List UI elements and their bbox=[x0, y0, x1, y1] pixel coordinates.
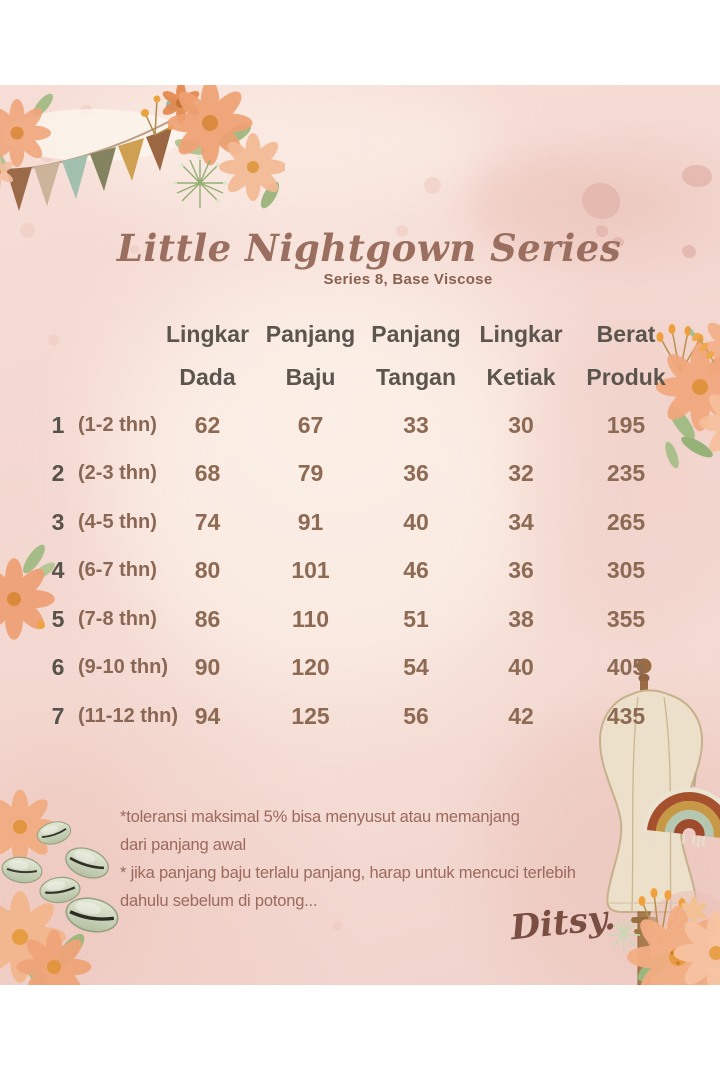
left-flower-icon bbox=[0, 537, 61, 652]
row-number: 5 bbox=[51, 605, 65, 632]
rainbow-icon bbox=[638, 766, 720, 888]
lingkar-dada-value: 68 bbox=[194, 460, 221, 487]
paint-splatter bbox=[682, 245, 696, 258]
panjang-baju-value: 67 bbox=[297, 411, 324, 438]
row-number: 6 bbox=[51, 654, 65, 681]
paint-splatter bbox=[596, 225, 608, 237]
panjang-tangan-value: 46 bbox=[403, 557, 429, 584]
lingkar-ketiak-value: 40 bbox=[508, 654, 534, 681]
polka-dot bbox=[130, 245, 139, 254]
panjang-tangan-value: 40 bbox=[403, 508, 429, 535]
panjang-tangan-value: 56 bbox=[403, 702, 429, 729]
lingkar-ketiak-value: 42 bbox=[508, 702, 534, 729]
lingkar-dada-value: 86 bbox=[194, 605, 221, 632]
panjang-tangan-value: 36 bbox=[403, 460, 429, 487]
row-number: 7 bbox=[51, 702, 65, 729]
top-flowers-icon bbox=[0, 85, 285, 245]
column-header-berat-produk: Berat Produk bbox=[586, 321, 666, 390]
size-table: Lingkar Dada Panjang Baju Panjang Tangan Li… bbox=[40, 313, 680, 741]
table-header-row: Lingkar Dada Panjang Baju Panjang Tangan Li… bbox=[40, 313, 680, 399]
column-header-panjang-tangan: Panjang Tangan bbox=[371, 321, 461, 390]
age-range: (9-10 thn) bbox=[78, 656, 168, 679]
lingkar-dada-value: 74 bbox=[194, 508, 221, 535]
header-spacer bbox=[76, 313, 156, 399]
panjang-baju-value: 91 bbox=[297, 508, 324, 535]
panjang-baju-value: 101 bbox=[291, 557, 330, 584]
paint-splatter bbox=[612, 237, 624, 247]
row-number: 4 bbox=[51, 557, 65, 584]
header-spacer bbox=[40, 313, 76, 399]
paint-splatter bbox=[682, 165, 712, 187]
lingkar-dada-value: 90 bbox=[194, 654, 221, 681]
berat-sprig-icon bbox=[684, 325, 720, 367]
table-row: 5 (7-8 thn) 86 110 51 38 355 bbox=[40, 595, 680, 644]
footnote-line: *toleransi maksimal 5% bisa menyusut ata… bbox=[120, 808, 520, 826]
panjang-tangan-value: 51 bbox=[403, 605, 429, 632]
flyer-card: Little Nightgown Series Series 8, Base V… bbox=[0, 85, 720, 985]
footnote-line: dari panjang awal bbox=[120, 836, 246, 854]
table-row: 3 (4-5 thn) 74 91 40 34 265 bbox=[40, 498, 680, 547]
table-row: 1 (1-2 thn) 62 67 33 30 195 bbox=[40, 401, 680, 450]
table-row: 4 (6-7 thn) 80 101 46 36 305 bbox=[40, 547, 680, 596]
row-number: 1 bbox=[51, 411, 65, 438]
panjang-baju-value: 110 bbox=[291, 605, 330, 632]
lingkar-ketiak-value: 32 bbox=[508, 460, 534, 487]
column-header-panjang-baju: Panjang Baju bbox=[265, 321, 356, 390]
berat-produk-value: 235 bbox=[606, 460, 646, 487]
table-row: 2 (2-3 thn) 68 79 36 32 235 bbox=[40, 450, 680, 499]
age-range: (4-5 thn) bbox=[78, 510, 157, 533]
footnotes: *toleransi maksimal 5% bisa menyusut ata… bbox=[120, 803, 576, 915]
shells-flowers-icon bbox=[0, 785, 132, 985]
polka-dot bbox=[48, 335, 59, 346]
lingkar-ketiak-value: 38 bbox=[508, 605, 534, 632]
panjang-baju-value: 79 bbox=[297, 460, 324, 487]
panjang-baju-value: 120 bbox=[291, 654, 330, 681]
polka-dot bbox=[20, 223, 35, 238]
polka-dot bbox=[424, 177, 441, 194]
polka-dot bbox=[332, 921, 342, 931]
berat-produk-value: 305 bbox=[606, 557, 646, 584]
column-header-lingkar-dada: Lingkar Dada bbox=[165, 321, 250, 390]
table-row: 7 (11-12 thn) 94 125 56 42 435 bbox=[40, 692, 680, 741]
polka-dot bbox=[396, 225, 408, 237]
column-header-lingkar-ketiak: Lingkar Ketiak bbox=[479, 321, 563, 390]
berat-produk-value: 265 bbox=[606, 508, 646, 535]
footnote-line: * jika panjang baju terlalu panjang, har… bbox=[120, 864, 576, 882]
lingkar-dada-value: 80 bbox=[194, 557, 221, 584]
age-range: (11-12 thn) bbox=[78, 704, 179, 727]
berat-produk-value: 355 bbox=[606, 605, 646, 632]
panjang-tangan-value: 33 bbox=[403, 411, 429, 438]
panjang-tangan-value: 54 bbox=[403, 654, 429, 681]
page-title: Little Nightgown Series bbox=[116, 225, 622, 270]
row-number: 3 bbox=[51, 508, 65, 535]
lingkar-ketiak-value: 36 bbox=[508, 557, 534, 584]
table-row: 6 (9-10 thn) 90 120 54 40 405 bbox=[40, 644, 680, 693]
lingkar-dada-value: 62 bbox=[194, 411, 221, 438]
row-number: 2 bbox=[51, 460, 65, 487]
lingkar-ketiak-value: 34 bbox=[508, 508, 534, 535]
age-range: (1-2 thn) bbox=[78, 413, 157, 436]
lingkar-ketiak-value: 30 bbox=[508, 411, 534, 438]
berat-produk-value: 195 bbox=[606, 411, 646, 438]
series-subtitle: Series 8, Base Viscose bbox=[323, 271, 493, 288]
panjang-baju-value: 125 bbox=[291, 702, 330, 729]
age-range: (2-3 thn) bbox=[78, 462, 157, 485]
age-range: (7-8 thn) bbox=[78, 607, 157, 630]
berat-produk-value: 405 bbox=[606, 654, 646, 681]
lingkar-dada-value: 94 bbox=[194, 702, 221, 729]
berat-produk-value: 435 bbox=[606, 702, 646, 729]
paint-splatter bbox=[582, 183, 620, 219]
footnote-line: dahulu sebelum di potong... bbox=[120, 892, 318, 910]
age-range: (6-7 thn) bbox=[78, 559, 157, 582]
